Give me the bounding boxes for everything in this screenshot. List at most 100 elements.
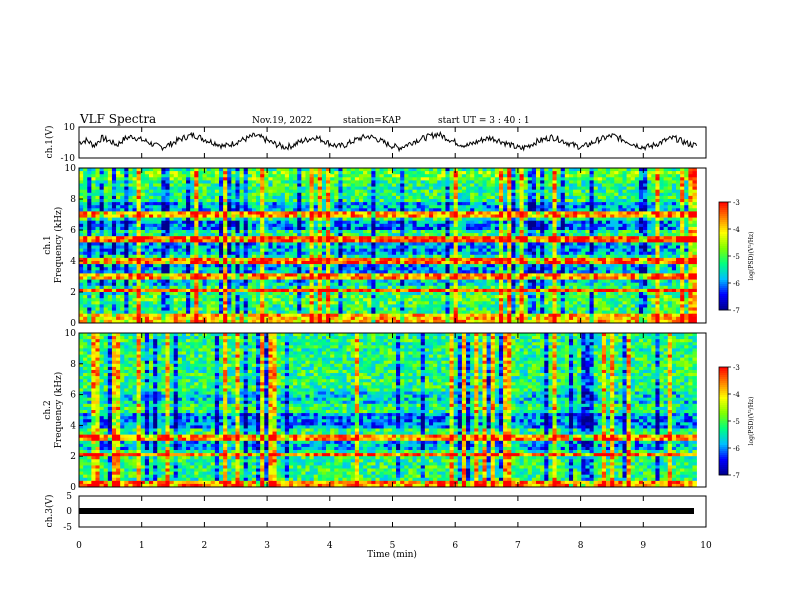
ch2-colorbar: -3 -4 -5 -6 -7 log(PSD)(V²/Hz) (718, 364, 755, 480)
colorbar-segment (719, 431, 728, 434)
colorbar-segment (719, 455, 728, 458)
colorbar-segment (719, 465, 728, 468)
colorbar-segment (719, 433, 728, 436)
colorbar-segment (719, 258, 728, 261)
colorbar-segment (719, 379, 728, 382)
colorbar-segment (719, 254, 728, 257)
ytick-label: 8 (70, 360, 76, 370)
colorbar-tick-label: -6 (733, 445, 740, 453)
colorbar-segment (719, 208, 728, 211)
colorbar-segment (719, 280, 728, 283)
colorbar-segment (719, 230, 728, 233)
colorbar-segment (719, 375, 728, 378)
xtick-label: 6 (452, 541, 458, 551)
colorbar-segment (719, 244, 728, 247)
colorbar-tick-label: -7 (733, 307, 740, 315)
station-label: station=KAP (343, 116, 401, 126)
colorbar-tick-label: -3 (733, 199, 740, 207)
colorbar-segment (719, 397, 728, 400)
colorbar-segment (719, 473, 728, 476)
colorbar-segment (719, 304, 728, 307)
colorbar-segment (719, 236, 728, 239)
colorbar-segment (719, 403, 728, 406)
date-label: Nov.19, 2022 (252, 116, 312, 126)
colorbar-label: log(PSD)(V²/Hz) (748, 397, 755, 446)
colorbar-segment (719, 429, 728, 432)
colorbar-segment (719, 214, 728, 217)
colorbar-segment (719, 469, 728, 472)
figure-title: VLF Spectra (79, 112, 156, 126)
xtick-label: 0 (76, 541, 82, 551)
colorbar-segment (719, 298, 728, 301)
colorbar-segment (719, 206, 728, 209)
xtick-label: 3 (264, 541, 270, 551)
colorbar-segment (719, 276, 728, 279)
colorbar-tick-label: -5 (733, 418, 740, 426)
colorbar-tick-label: -5 (733, 253, 740, 261)
colorbar-tick-label: -3 (733, 364, 740, 372)
ytick-label: 10 (65, 164, 77, 174)
xtick-label: 2 (202, 541, 208, 551)
colorbar-segment (719, 242, 728, 245)
ch1-ytick-bottom: -10 (61, 154, 76, 164)
colorbar-segment (719, 399, 728, 402)
ch3-ytick-top: 5 (66, 492, 72, 502)
ch2-spectrogram-image (79, 333, 697, 488)
colorbar-segment (719, 252, 728, 255)
colorbar-segment (719, 222, 728, 225)
ch2-spectrogram-ylabel-channel: ch.2 (43, 400, 53, 419)
ch1-waveform-frame (78, 126, 707, 159)
colorbar-segment (719, 272, 728, 275)
colorbar-segment (719, 373, 728, 376)
ch1-waveform-trace (78, 130, 698, 153)
ch3-ylabel: ch.3(V) (44, 495, 55, 528)
colorbar-segment (719, 421, 728, 424)
colorbar-segment (719, 262, 728, 265)
colorbar-segment (719, 224, 728, 227)
ytick-label: 8 (70, 195, 76, 205)
ytick-label: 0 (70, 319, 76, 329)
colorbar-segment (719, 413, 728, 416)
colorbar-segment (719, 385, 728, 388)
colorbar-segment (719, 234, 728, 237)
xtick-label: 10 (700, 541, 712, 551)
colorbar-tick-label: -6 (733, 280, 740, 288)
xtick-label: 7 (515, 541, 521, 551)
colorbar-segment (719, 449, 728, 452)
colorbar-segment (719, 228, 728, 231)
xtick-label: 8 (578, 541, 584, 551)
colorbar-segment (719, 457, 728, 460)
colorbar-segment (719, 445, 728, 448)
colorbar-segment (719, 471, 728, 474)
ch3-ytick-mid: 0 (66, 507, 72, 517)
colorbar-segment (719, 453, 728, 456)
colorbar-segment (719, 447, 728, 450)
ch1-spectrogram-panel: 0 2 4 6 8 10 ch.1 Frequency (kHz) (43, 164, 707, 329)
colorbar-segment (719, 369, 728, 372)
colorbar-segment (719, 441, 728, 444)
colorbar-segment (719, 391, 728, 394)
colorbar-segment (719, 240, 728, 243)
colorbar-segment (719, 290, 728, 293)
xtick-label: 9 (640, 541, 646, 551)
colorbar-segment (719, 467, 728, 470)
colorbar-segment (719, 250, 728, 253)
ytick-label: 4 (70, 257, 76, 267)
colorbar-segment (719, 306, 728, 309)
colorbar-segment (719, 210, 728, 213)
colorbar-segment (719, 463, 728, 466)
colorbar-segment (719, 419, 728, 422)
colorbar-segment (719, 409, 728, 412)
ytick-label: 6 (70, 226, 76, 236)
colorbar-segment (719, 367, 728, 370)
ch3-ytick-bottom: -5 (63, 523, 72, 533)
colorbar-segment (719, 266, 728, 269)
colorbar-segment (719, 248, 728, 251)
start-time-label: start UT = 3 : 40 : 1 (438, 116, 530, 126)
ch3-waveform-trace (79, 508, 694, 514)
colorbar-segment (719, 256, 728, 259)
ch3-waveform-panel: 5 0 -5 ch.3(V) (44, 492, 707, 533)
colorbar-segment (719, 393, 728, 396)
colorbar-segment (719, 377, 728, 380)
